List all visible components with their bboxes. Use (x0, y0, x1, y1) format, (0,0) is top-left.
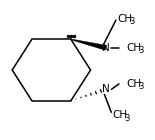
Text: CH: CH (117, 14, 133, 24)
Text: 3: 3 (138, 82, 144, 91)
Polygon shape (71, 39, 107, 50)
Text: N: N (102, 43, 110, 53)
Text: 3: 3 (124, 114, 130, 123)
Text: 3: 3 (138, 46, 144, 55)
Text: CH: CH (127, 79, 142, 89)
Text: 3: 3 (129, 17, 134, 26)
Text: N: N (102, 84, 110, 94)
Text: CH: CH (127, 43, 142, 53)
Text: CH: CH (113, 110, 128, 120)
